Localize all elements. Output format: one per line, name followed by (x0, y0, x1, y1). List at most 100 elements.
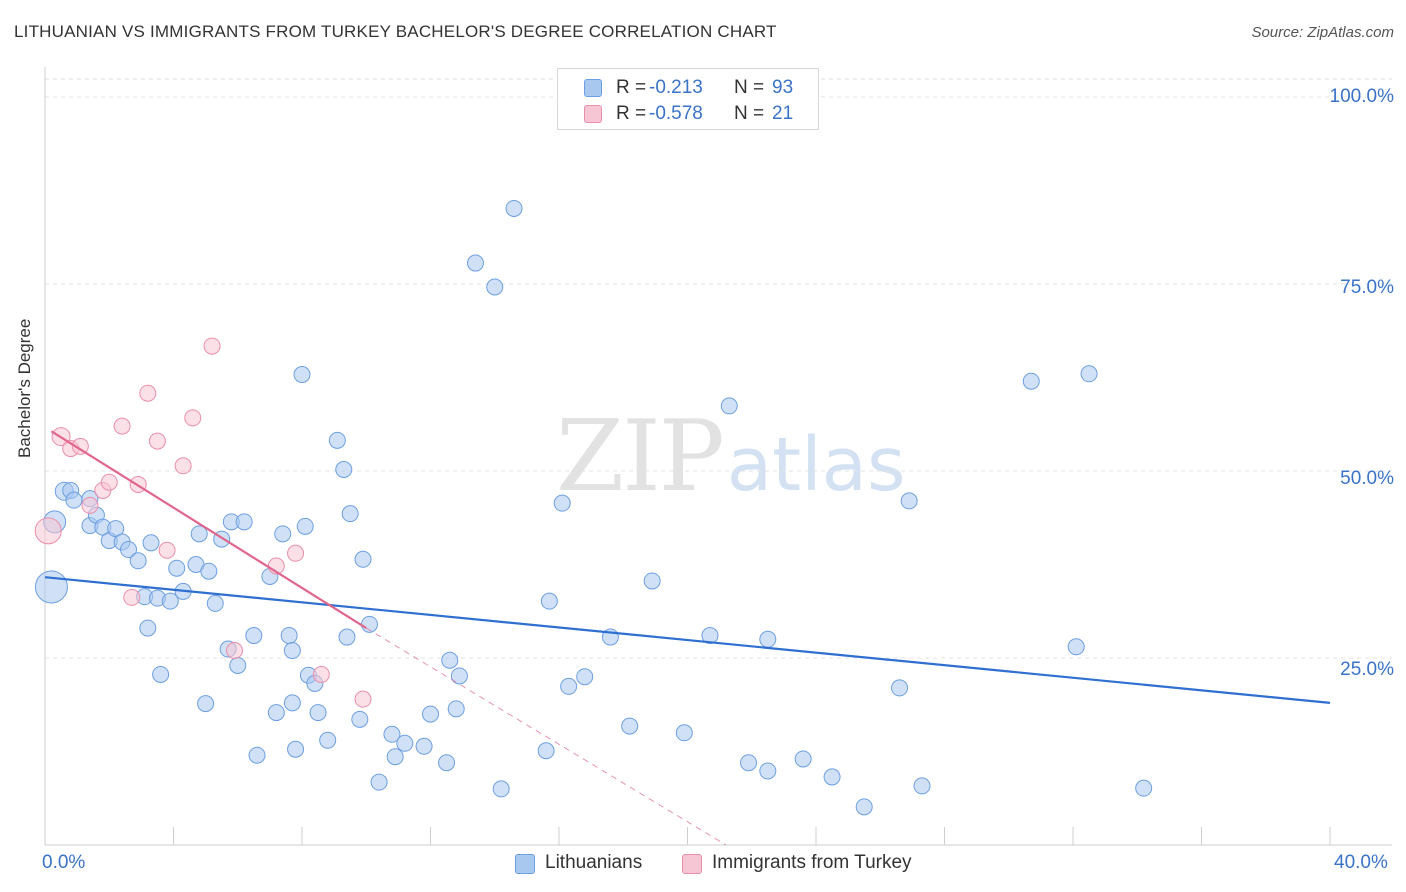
lithuanian-point (740, 754, 758, 772)
r-value: -0.213 (649, 77, 703, 98)
y-tick-label: 25.0% (1340, 659, 1394, 680)
turkey-immigrant-point (113, 417, 131, 435)
lithuanian-point (540, 592, 558, 610)
lithuanian-point (206, 594, 224, 612)
lithuanian-point (168, 559, 186, 577)
lithuanian-point (643, 572, 661, 590)
lithuanian-point (293, 366, 311, 384)
n-label: N = (734, 103, 765, 124)
lithuanian-point (197, 695, 215, 713)
turkey-immigrant-point (158, 541, 176, 559)
lithuanian-point (441, 651, 459, 669)
y-tick-label: 100.0% (1329, 86, 1394, 107)
watermark-zip: ZIP (556, 400, 725, 514)
lithuanian-point (759, 630, 777, 648)
lithuanian-point (200, 562, 218, 580)
lithuanian-point (396, 734, 414, 752)
lithuanian-point (142, 534, 160, 552)
lithuanian-point (823, 768, 841, 786)
lithuanian-point (280, 627, 298, 645)
lithuanian-point (1135, 779, 1153, 797)
lithuanian-point (621, 717, 639, 735)
turkey-immigrant-point (34, 517, 62, 545)
lithuanian-point (354, 550, 372, 568)
lithuanian-point (129, 552, 147, 570)
lithuanian-point (309, 704, 327, 722)
lithuanian-point (274, 525, 292, 543)
y-tick-label: 75.0% (1340, 277, 1394, 298)
chart-title: LITHUANIAN VS IMMIGRANTS FROM TURKEY BAC… (14, 22, 777, 41)
lithuanian-point (553, 494, 571, 512)
lithuanian-point (1067, 638, 1085, 656)
legend-swatch (584, 79, 602, 97)
r-label: R = (616, 77, 647, 98)
turkey-immigrant-point (354, 690, 372, 708)
lithuanian-point (139, 619, 157, 637)
y-axis-label: Bachelor's Degree (15, 318, 34, 458)
lithuanian-point (328, 431, 346, 449)
stats-legend: R = -0.213 N = 93 R = -0.578 N = 21 (557, 68, 819, 130)
lithuanian-point (1080, 365, 1098, 383)
lithuanian-point (152, 665, 170, 683)
x-tick-label: 40.0% (1334, 852, 1388, 873)
r-value: -0.578 (649, 103, 703, 124)
lithuanian-point (675, 724, 693, 742)
legend-label: Immigrants from Turkey (712, 852, 912, 873)
lithuanian-point (341, 505, 359, 523)
turkey-immigrant-point (148, 432, 166, 450)
lithuanian-point (560, 677, 578, 695)
lithuanian-point (1022, 372, 1040, 390)
turkey-trend-line (50, 430, 367, 630)
lithuanian-point (759, 762, 777, 780)
legend-swatch (584, 105, 602, 123)
turkey-immigrant-point (174, 457, 192, 475)
lithuanian-point (438, 754, 456, 772)
lithuanian-point (190, 525, 208, 543)
lithuanian-point (855, 798, 873, 816)
lithuanian-point (794, 750, 812, 768)
lithuanian-point (161, 592, 179, 610)
lithuanian-point (319, 731, 337, 749)
lithuanian-point (248, 746, 266, 764)
lithuanian-point (492, 780, 510, 798)
lithuanian-point (287, 740, 305, 758)
turkey-immigrant-point (203, 337, 221, 355)
lithuanian-point (415, 737, 433, 755)
lithuanian-point (120, 541, 138, 559)
lithuanian-point (296, 517, 314, 535)
lithuanian-point (701, 627, 719, 645)
n-value: 93 (772, 77, 794, 98)
lithuanian-point (486, 278, 504, 296)
lithuanian-point (576, 668, 594, 686)
lithuanian-trend-line (44, 576, 1331, 704)
lithuanian-point (913, 777, 931, 795)
lithuanian-point (235, 513, 253, 531)
n-value: 21 (772, 103, 794, 124)
lithuanian-point (466, 254, 484, 272)
lithuanian-point (283, 642, 301, 660)
lithuanian-point (245, 627, 263, 645)
x-tick-label: 0.0% (42, 852, 86, 873)
turkey-trend-extension (365, 627, 727, 846)
turkey-immigrant-point (100, 473, 118, 491)
lithuanian-point (505, 199, 523, 217)
y-tick-label: 50.0% (1340, 468, 1394, 489)
lithuanian-point (229, 656, 247, 674)
turkey-immigrant-point (123, 588, 141, 606)
lithuanian-point (338, 628, 356, 646)
turkey-immigrant-point (226, 642, 244, 660)
turkey-immigrant-point (287, 544, 305, 562)
watermark: ZIPatlas (556, 400, 906, 514)
turkey-immigrant-point (81, 496, 99, 514)
lithuanian-point (447, 700, 465, 718)
n-label: N = (734, 77, 765, 98)
watermark-atlas: atlas (726, 422, 906, 508)
lithuanian-point (283, 694, 301, 712)
turkey-immigrant-point (184, 409, 202, 427)
lithuanian-point (267, 704, 285, 722)
legend-label: Lithuanians (545, 852, 643, 873)
lithuanian-point (450, 667, 468, 685)
lithuanian-point (422, 705, 439, 723)
chart-source: Source: ZipAtlas.com (1251, 24, 1394, 41)
